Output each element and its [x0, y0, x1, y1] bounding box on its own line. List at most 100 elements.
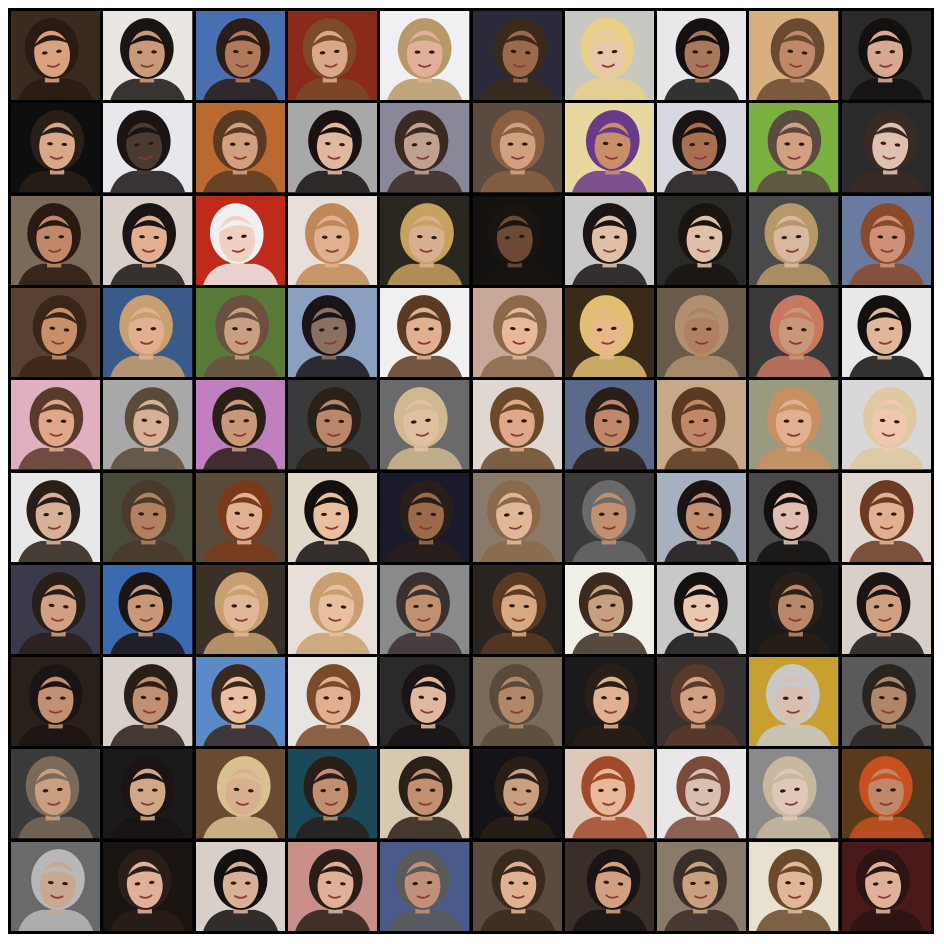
right-eye	[243, 419, 249, 423]
face-thumbnail	[657, 657, 747, 747]
mouth	[602, 248, 617, 253]
fringe	[40, 312, 80, 327]
fringe	[585, 589, 625, 603]
mouth	[508, 524, 522, 530]
fringe	[309, 35, 349, 49]
face	[409, 215, 445, 262]
mouth	[232, 432, 247, 437]
right-eye	[889, 50, 895, 54]
right-eye	[339, 881, 346, 886]
right-eye	[431, 235, 438, 239]
right-eye	[706, 327, 712, 331]
face-tile-r7-c1	[11, 564, 101, 655]
mouth	[510, 156, 524, 160]
face	[220, 399, 257, 447]
mouth	[139, 155, 153, 160]
left-eye	[510, 49, 516, 54]
fringe	[32, 773, 72, 788]
right-eye	[709, 235, 715, 239]
shoulders	[387, 171, 463, 193]
right-eye	[613, 235, 620, 239]
right-eye	[794, 787, 801, 792]
shoulders	[18, 817, 94, 839]
mouth	[327, 616, 342, 622]
face-tile-r6-c8	[657, 472, 747, 562]
face	[37, 676, 74, 724]
shoulders	[110, 540, 186, 562]
face-tile-r1-c3	[195, 11, 285, 101]
shoulders	[110, 632, 186, 655]
fringe	[216, 219, 256, 234]
face-tile-r6-c6	[472, 472, 562, 562]
face-tile-r4-c1	[11, 287, 101, 378]
fringe	[682, 35, 723, 48]
left-eye	[874, 50, 881, 55]
right-eye	[148, 141, 155, 146]
fringe	[775, 127, 815, 140]
face-thumbnail	[11, 472, 101, 562]
right-eye	[797, 696, 804, 700]
shoulders	[479, 540, 555, 562]
mouth	[323, 339, 338, 345]
right-eye	[240, 234, 247, 238]
mouth	[880, 248, 894, 253]
left-eye	[689, 143, 696, 147]
right-eye	[338, 420, 345, 424]
shoulders	[756, 632, 832, 655]
right-eye	[802, 51, 808, 55]
shoulders	[848, 909, 924, 931]
right-eye	[337, 696, 344, 700]
face	[317, 861, 354, 908]
face-thumbnail	[11, 841, 101, 931]
face-tile-r2-c1	[11, 103, 101, 193]
shoulders	[18, 355, 94, 378]
fringe	[770, 773, 810, 788]
right-eye	[706, 50, 713, 54]
mouth	[326, 432, 341, 437]
face	[589, 30, 626, 78]
face-tile-r6-c9	[749, 472, 839, 562]
face	[868, 492, 905, 539]
shoulders	[664, 171, 740, 193]
fringe	[407, 219, 448, 233]
face-tile-r8-c8	[657, 657, 747, 747]
left-eye	[138, 511, 145, 516]
shoulders	[202, 817, 278, 839]
face	[221, 122, 258, 170]
mouth	[693, 155, 708, 160]
face-tile-r9-c3	[195, 749, 285, 839]
fringe	[402, 865, 442, 879]
right-eye	[150, 327, 157, 331]
face	[501, 307, 538, 354]
face-tile-r4-c7	[564, 287, 655, 378]
face-tile-r7-c10	[841, 564, 931, 655]
face-tile-r9-c10	[841, 749, 931, 839]
fringe	[683, 773, 724, 787]
left-eye	[603, 880, 609, 884]
face	[315, 676, 352, 724]
left-eye	[508, 603, 515, 608]
mouth	[785, 247, 800, 253]
face-thumbnail	[195, 195, 285, 285]
right-eye	[524, 51, 531, 55]
fringe	[38, 865, 78, 879]
left-eye	[136, 327, 143, 331]
left-eye	[233, 788, 240, 792]
shoulders	[110, 817, 186, 839]
shoulders	[756, 724, 832, 747]
right-eye	[799, 142, 805, 147]
left-eye	[597, 50, 603, 55]
fringe	[495, 681, 535, 694]
face-thumbnail	[657, 472, 747, 562]
left-eye	[226, 235, 233, 240]
fringe	[679, 127, 719, 141]
left-eye	[227, 697, 234, 701]
right-eye	[332, 326, 339, 330]
face-tile-r6-c4	[287, 472, 378, 562]
face-tile-r7-c5	[380, 564, 470, 655]
face	[778, 307, 815, 354]
right-eye	[155, 697, 161, 701]
face	[405, 584, 442, 631]
face-tile-r7-c7	[564, 564, 655, 655]
shoulders	[479, 448, 555, 470]
